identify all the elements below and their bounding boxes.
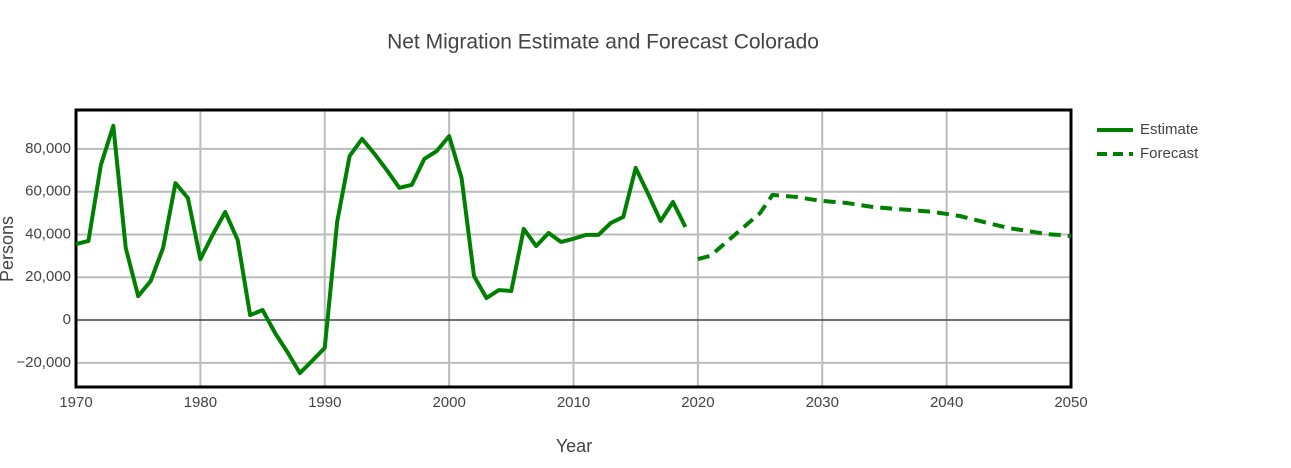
x-tick-label: 1990 (308, 394, 341, 411)
legend-label: Estimate (1140, 121, 1198, 138)
chart-title: Net Migration Estimate and Forecast Colo… (387, 31, 819, 54)
series-line (75, 123, 688, 376)
x-tick-label: 1970 (59, 394, 92, 411)
x-tick-label: 2050 (1054, 394, 1087, 411)
y-tick-label: 60,000 (25, 183, 71, 200)
y-tick-label: 80,000 (25, 140, 71, 157)
x-tick-label: 2020 (681, 394, 714, 411)
y-tick-label: −20,000 (16, 354, 71, 371)
x-tick-label: 2000 (432, 394, 465, 411)
y-tick-label: 20,000 (25, 268, 71, 285)
x-tick-label: 1980 (184, 394, 217, 411)
y-axis-title: Persons (0, 216, 17, 282)
plot-border (74, 108, 1073, 389)
x-tick-label: 2030 (806, 394, 839, 411)
x-tick-label: 2010 (557, 394, 590, 411)
x-tick-label: 2040 (930, 394, 963, 411)
legend-label: Forecast (1140, 145, 1199, 162)
series-line (697, 192, 1072, 262)
x-axis-title: Year (556, 436, 592, 456)
y-tick-label: 40,000 (25, 225, 71, 242)
y-tick-label: 0 (63, 311, 71, 328)
